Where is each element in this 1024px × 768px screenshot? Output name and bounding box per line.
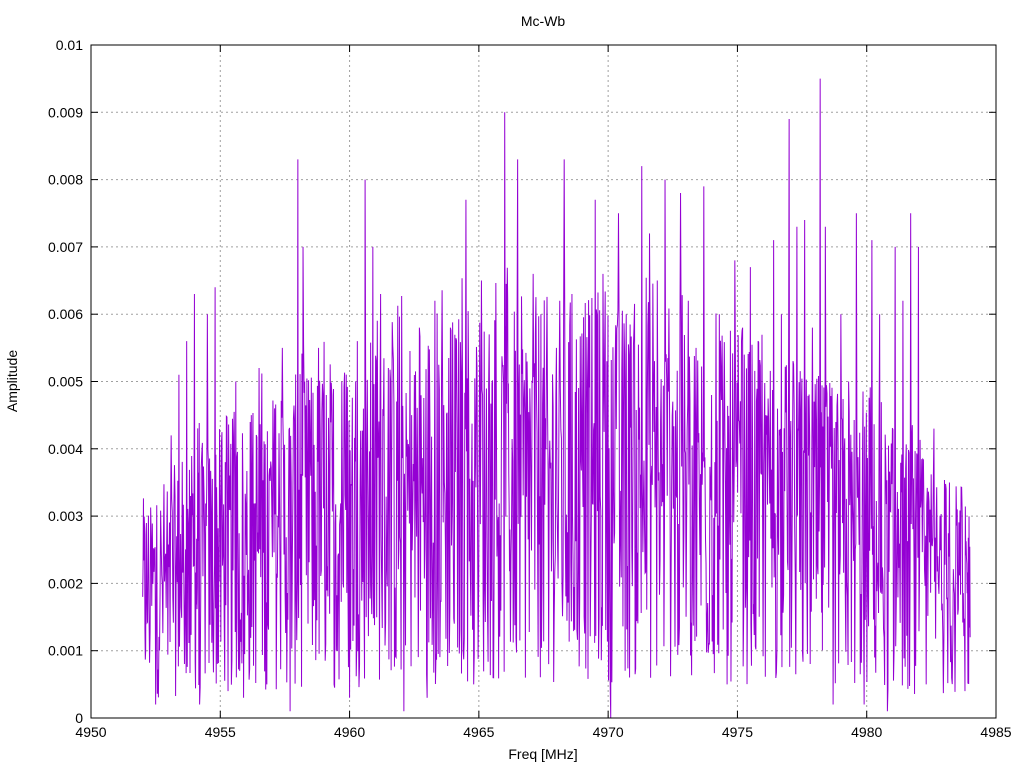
y-tick-label: 0.001 bbox=[48, 643, 83, 659]
x-tick-label: 4985 bbox=[980, 724, 1011, 740]
y-tick-label: 0.007 bbox=[48, 239, 83, 255]
y-tick-label: 0.003 bbox=[48, 508, 83, 524]
x-tick-label: 4975 bbox=[722, 724, 753, 740]
x-tick-label: 4960 bbox=[334, 724, 365, 740]
x-tick-label: 4980 bbox=[851, 724, 882, 740]
y-tick-label: 0.008 bbox=[48, 172, 83, 188]
x-tick-label: 4950 bbox=[75, 724, 106, 740]
y-tick-label: 0 bbox=[75, 710, 83, 726]
x-axis-label: Freq [MHz] bbox=[508, 746, 577, 762]
chart-title: Mc-Wb bbox=[521, 13, 566, 29]
y-tick-label: 0.004 bbox=[48, 441, 83, 457]
tick-labels: 4950 4955 4960 4965 4970 4975 4980 4985 0 0.001 0.… bbox=[48, 37, 1012, 740]
x-tick-label: 4965 bbox=[463, 724, 494, 740]
y-axis-label: Amplitude bbox=[4, 350, 20, 412]
ticks bbox=[90, 44, 997, 719]
x-tick-label: 4970 bbox=[593, 724, 624, 740]
y-tick-label: 0.006 bbox=[48, 306, 83, 322]
y-tick-label: 0.009 bbox=[48, 104, 83, 120]
x-tick-label: 4955 bbox=[205, 724, 236, 740]
series-line bbox=[142, 78, 971, 719]
y-tick-label: 0.01 bbox=[56, 37, 83, 53]
series-group bbox=[142, 78, 971, 719]
y-tick-label: 0.005 bbox=[48, 374, 83, 390]
y-tick-label: 0.002 bbox=[48, 575, 83, 591]
